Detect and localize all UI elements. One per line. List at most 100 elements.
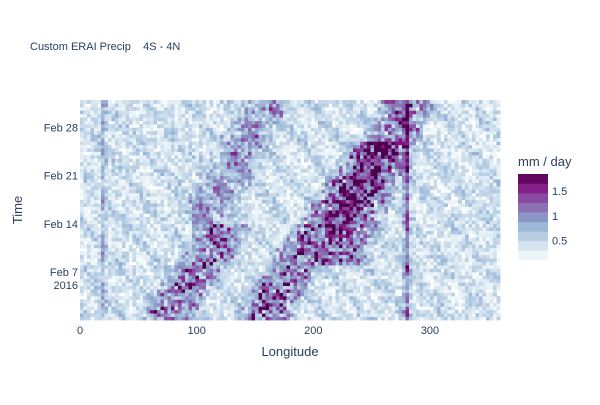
heatmap-cell (307, 213, 312, 218)
heatmap-cell (220, 289, 224, 293)
heatmap-cell (122, 168, 126, 173)
heatmap-cell (160, 271, 165, 276)
heatmap-cell (199, 289, 203, 293)
heatmap-cell (188, 285, 193, 290)
heatmap-cell (293, 302, 298, 307)
heatmap-cell (370, 275, 375, 280)
heatmap-cell (223, 285, 228, 290)
heatmap-cell (185, 285, 189, 290)
heatmap-cell (146, 289, 151, 293)
heatmap-cell (157, 247, 161, 252)
heatmap-cell (213, 227, 217, 232)
heatmap-cell (244, 251, 249, 256)
heatmap-cell (311, 216, 315, 221)
heatmap-cell (395, 313, 399, 317)
heatmap-cell (108, 223, 112, 228)
heatmap-cell (304, 247, 308, 252)
heatmap-cell (265, 175, 270, 180)
heatmap-cell (353, 299, 357, 304)
heatmap-cell (426, 199, 431, 204)
heatmap-cell (493, 285, 497, 290)
heatmap-cell (290, 234, 294, 238)
heatmap-cell (314, 244, 319, 249)
heatmap-cell (384, 220, 389, 225)
heatmap-cell (143, 237, 147, 242)
heatmap-cell (279, 244, 284, 249)
heatmap-cell (496, 182, 501, 187)
heatmap-cell (433, 316, 438, 321)
heatmap-cell (279, 196, 284, 201)
heatmap-cell (486, 230, 490, 235)
heatmap-cell (104, 258, 109, 262)
heatmap-cell (111, 168, 116, 173)
heatmap-cell (160, 234, 165, 238)
heatmap-cell (241, 223, 245, 228)
heatmap-cell (269, 223, 273, 228)
heatmap-cell (318, 271, 322, 276)
heatmap-cell (479, 313, 483, 317)
heatmap-cell (356, 206, 361, 211)
heatmap-cell (101, 285, 105, 290)
heatmap-cell (167, 271, 172, 276)
heatmap-cell (367, 244, 371, 249)
heatmap-cell (335, 227, 340, 232)
heatmap-cell (384, 306, 389, 311)
heatmap-cell (402, 309, 406, 314)
heatmap-cell (342, 299, 347, 304)
heatmap-cell (132, 189, 137, 194)
heatmap-cell (363, 185, 368, 190)
heatmap-cell (276, 234, 280, 238)
heatmap-cell (444, 237, 448, 242)
heatmap-cell (188, 271, 193, 276)
heatmap-cell (178, 309, 182, 314)
heatmap-cell (160, 275, 165, 280)
heatmap-cell (402, 227, 406, 232)
heatmap-cell (237, 234, 242, 238)
heatmap-cell (125, 275, 130, 280)
heatmap-cell (279, 230, 284, 235)
heatmap-cell (458, 282, 462, 287)
heatmap-cell (297, 230, 301, 235)
heatmap-cell (223, 234, 228, 238)
heatmap-cell (276, 278, 280, 283)
heatmap-cell (272, 206, 277, 211)
heatmap-cell (419, 175, 424, 180)
heatmap-cell (433, 223, 438, 228)
heatmap-cell (454, 295, 459, 300)
heatmap-cell (360, 275, 364, 280)
heatmap-cell (136, 216, 140, 221)
heatmap-cell (426, 309, 431, 314)
heatmap-cell (248, 313, 252, 317)
heatmap-cell (307, 302, 312, 307)
heatmap-cell (398, 206, 403, 211)
heatmap-cell (486, 285, 490, 290)
heatmap-cell (150, 182, 154, 187)
heatmap-cell (90, 240, 95, 245)
heatmap-cell (164, 227, 168, 232)
heatmap-cell (269, 172, 273, 177)
heatmap-cell (146, 285, 151, 290)
heatmap-cell (118, 261, 123, 266)
heatmap-cell (174, 278, 179, 283)
heatmap-cell (146, 306, 151, 311)
heatmap-cell (255, 295, 259, 300)
heatmap-cell (143, 258, 147, 262)
heatmap-cell (90, 168, 95, 173)
heatmap-cell (150, 244, 154, 249)
heatmap-cell (234, 223, 238, 228)
heatmap-cell (318, 203, 322, 207)
heatmap-cell (454, 268, 459, 273)
heatmap-cell (451, 175, 455, 180)
heatmap-cell (318, 182, 322, 187)
heatmap-cell (496, 316, 501, 321)
heatmap-cell (276, 244, 280, 249)
heatmap-cell (276, 172, 280, 177)
heatmap-cell (272, 172, 277, 177)
heatmap-cell (332, 271, 336, 276)
heatmap-cell (342, 268, 347, 273)
heatmap-cell (248, 227, 252, 232)
heatmap-cell (104, 285, 109, 290)
heatmap-cell (157, 189, 161, 194)
heatmap-cell (146, 203, 151, 207)
heatmap-cell (335, 258, 340, 262)
